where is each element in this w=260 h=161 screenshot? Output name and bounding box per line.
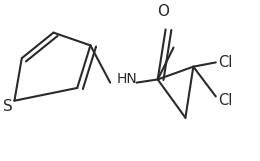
Text: HN: HN <box>117 72 138 86</box>
Text: Cl: Cl <box>218 93 233 108</box>
Text: O: O <box>157 4 169 19</box>
Text: S: S <box>3 99 13 114</box>
Text: Cl: Cl <box>218 55 233 70</box>
